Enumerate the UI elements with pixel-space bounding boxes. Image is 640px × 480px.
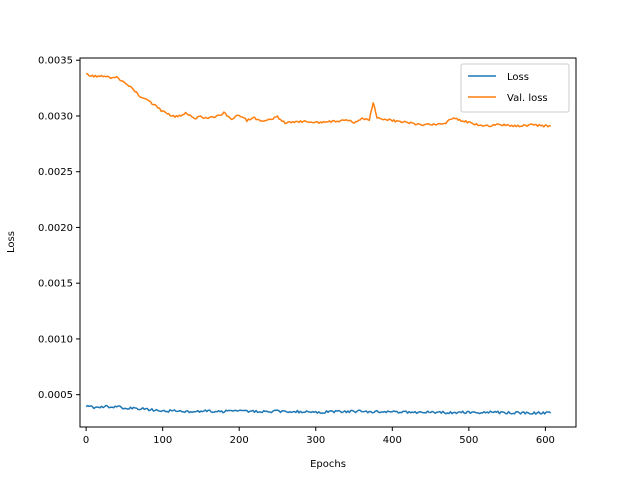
x-tick-label: 500 <box>459 435 478 446</box>
y-tick-label: 0.0010 <box>38 334 73 345</box>
legend-label-val-loss: Val. loss <box>507 93 548 104</box>
x-tick-label: 0 <box>83 435 89 446</box>
x-tick-label: 300 <box>306 435 325 446</box>
series-layer <box>85 72 552 415</box>
series-line-loss <box>85 404 552 415</box>
y-axis-label: Loss <box>6 231 17 253</box>
x-tick-label: 100 <box>153 435 172 446</box>
x-axis-label: Epochs <box>310 459 346 470</box>
series-line-val-loss <box>86 72 551 128</box>
y-tick-label: 0.0025 <box>38 167 73 178</box>
x-tick-label: 400 <box>383 435 402 446</box>
y-tick-label: 0.0020 <box>38 223 73 234</box>
y-tick-label: 0.0030 <box>38 111 73 122</box>
plot-frame <box>79 57 577 428</box>
x-tick-label: 200 <box>230 435 249 446</box>
y-tick-label: 0.0035 <box>38 56 73 67</box>
legend-label-loss: Loss <box>507 72 529 83</box>
legend: Loss Val. loss <box>460 63 570 113</box>
y-axis-ticks: 0.0005 0.0010 0.0015 0.0020 0.0025 0.0030 0.00… <box>38 56 80 401</box>
y-tick-label: 0.0005 <box>38 390 73 401</box>
y-tick-label: 0.0015 <box>38 279 73 290</box>
x-tick-label: 600 <box>536 435 555 446</box>
x-axis-ticks: 0 100 200 300 400 500 600 <box>83 427 555 446</box>
